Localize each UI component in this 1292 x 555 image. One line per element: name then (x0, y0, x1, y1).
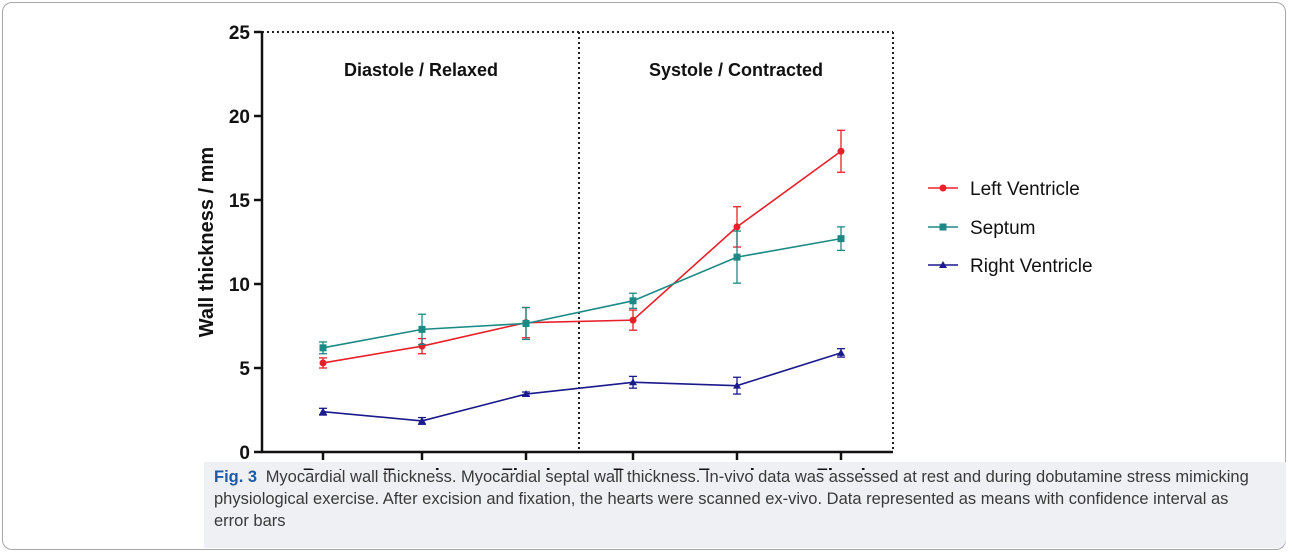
legend-label: Septum (970, 218, 1035, 239)
y-tick-label: 5 (239, 359, 250, 380)
legend-swatch-marker (940, 185, 947, 192)
figure-label: Fig. 3 (214, 468, 257, 486)
region-label: Systole / Contracted (649, 60, 823, 80)
legend-item-septum: Septum (928, 218, 1035, 239)
left-ventricle-line (323, 151, 841, 363)
legend-item-left-ventricle: Left Ventricle (928, 179, 1080, 200)
y-tick-label: 10 (229, 275, 250, 296)
legend-label: Left Ventricle (970, 179, 1080, 200)
septum-point (734, 254, 741, 261)
legend-item-right-ventricle: Right Ventricle (928, 256, 1093, 277)
figure-caption: Fig. 3 Myocardial wall thickness. Myocar… (214, 466, 1264, 532)
caption-text: Myocardial wall thickness. Myocardial se… (214, 468, 1249, 530)
region-labels: Diastole / Relaxed Systole / Contracted (344, 60, 823, 80)
legend: Left Ventricle Septum Right Ventricle (928, 179, 1093, 277)
septum-point (419, 326, 426, 333)
septum-line (323, 239, 841, 348)
septum-point (523, 320, 530, 327)
right-ventricle-line (323, 353, 841, 421)
axes: 0510152025RestExerciseFixedRestExerciseF… (196, 23, 893, 470)
left-ventricle-point (630, 317, 637, 324)
region-label: Diastole / Relaxed (344, 60, 498, 80)
y-tick-label: 0 (239, 443, 250, 464)
series-right-ventricle (319, 349, 845, 425)
series-layer (319, 130, 845, 424)
y-tick-label: 25 (229, 23, 251, 44)
series-septum (319, 227, 845, 354)
legend-label: Right Ventricle (970, 256, 1093, 277)
left-ventricle-point (838, 148, 845, 155)
y-tick-label: 20 (229, 107, 250, 128)
y-axis-label: Wall thickness / mm (196, 147, 218, 337)
left-ventricle-point (320, 359, 327, 366)
septum-point (838, 235, 845, 242)
septum-point (320, 344, 327, 351)
septum-point (630, 297, 637, 304)
legend-swatch-marker (940, 224, 947, 231)
series-left-ventricle (319, 130, 845, 368)
right-ventricle-point (837, 349, 845, 356)
line-chart: 0510152025RestExerciseFixedRestExerciseF… (0, 0, 1292, 470)
left-ventricle-point (734, 223, 741, 230)
y-tick-label: 15 (229, 191, 251, 212)
